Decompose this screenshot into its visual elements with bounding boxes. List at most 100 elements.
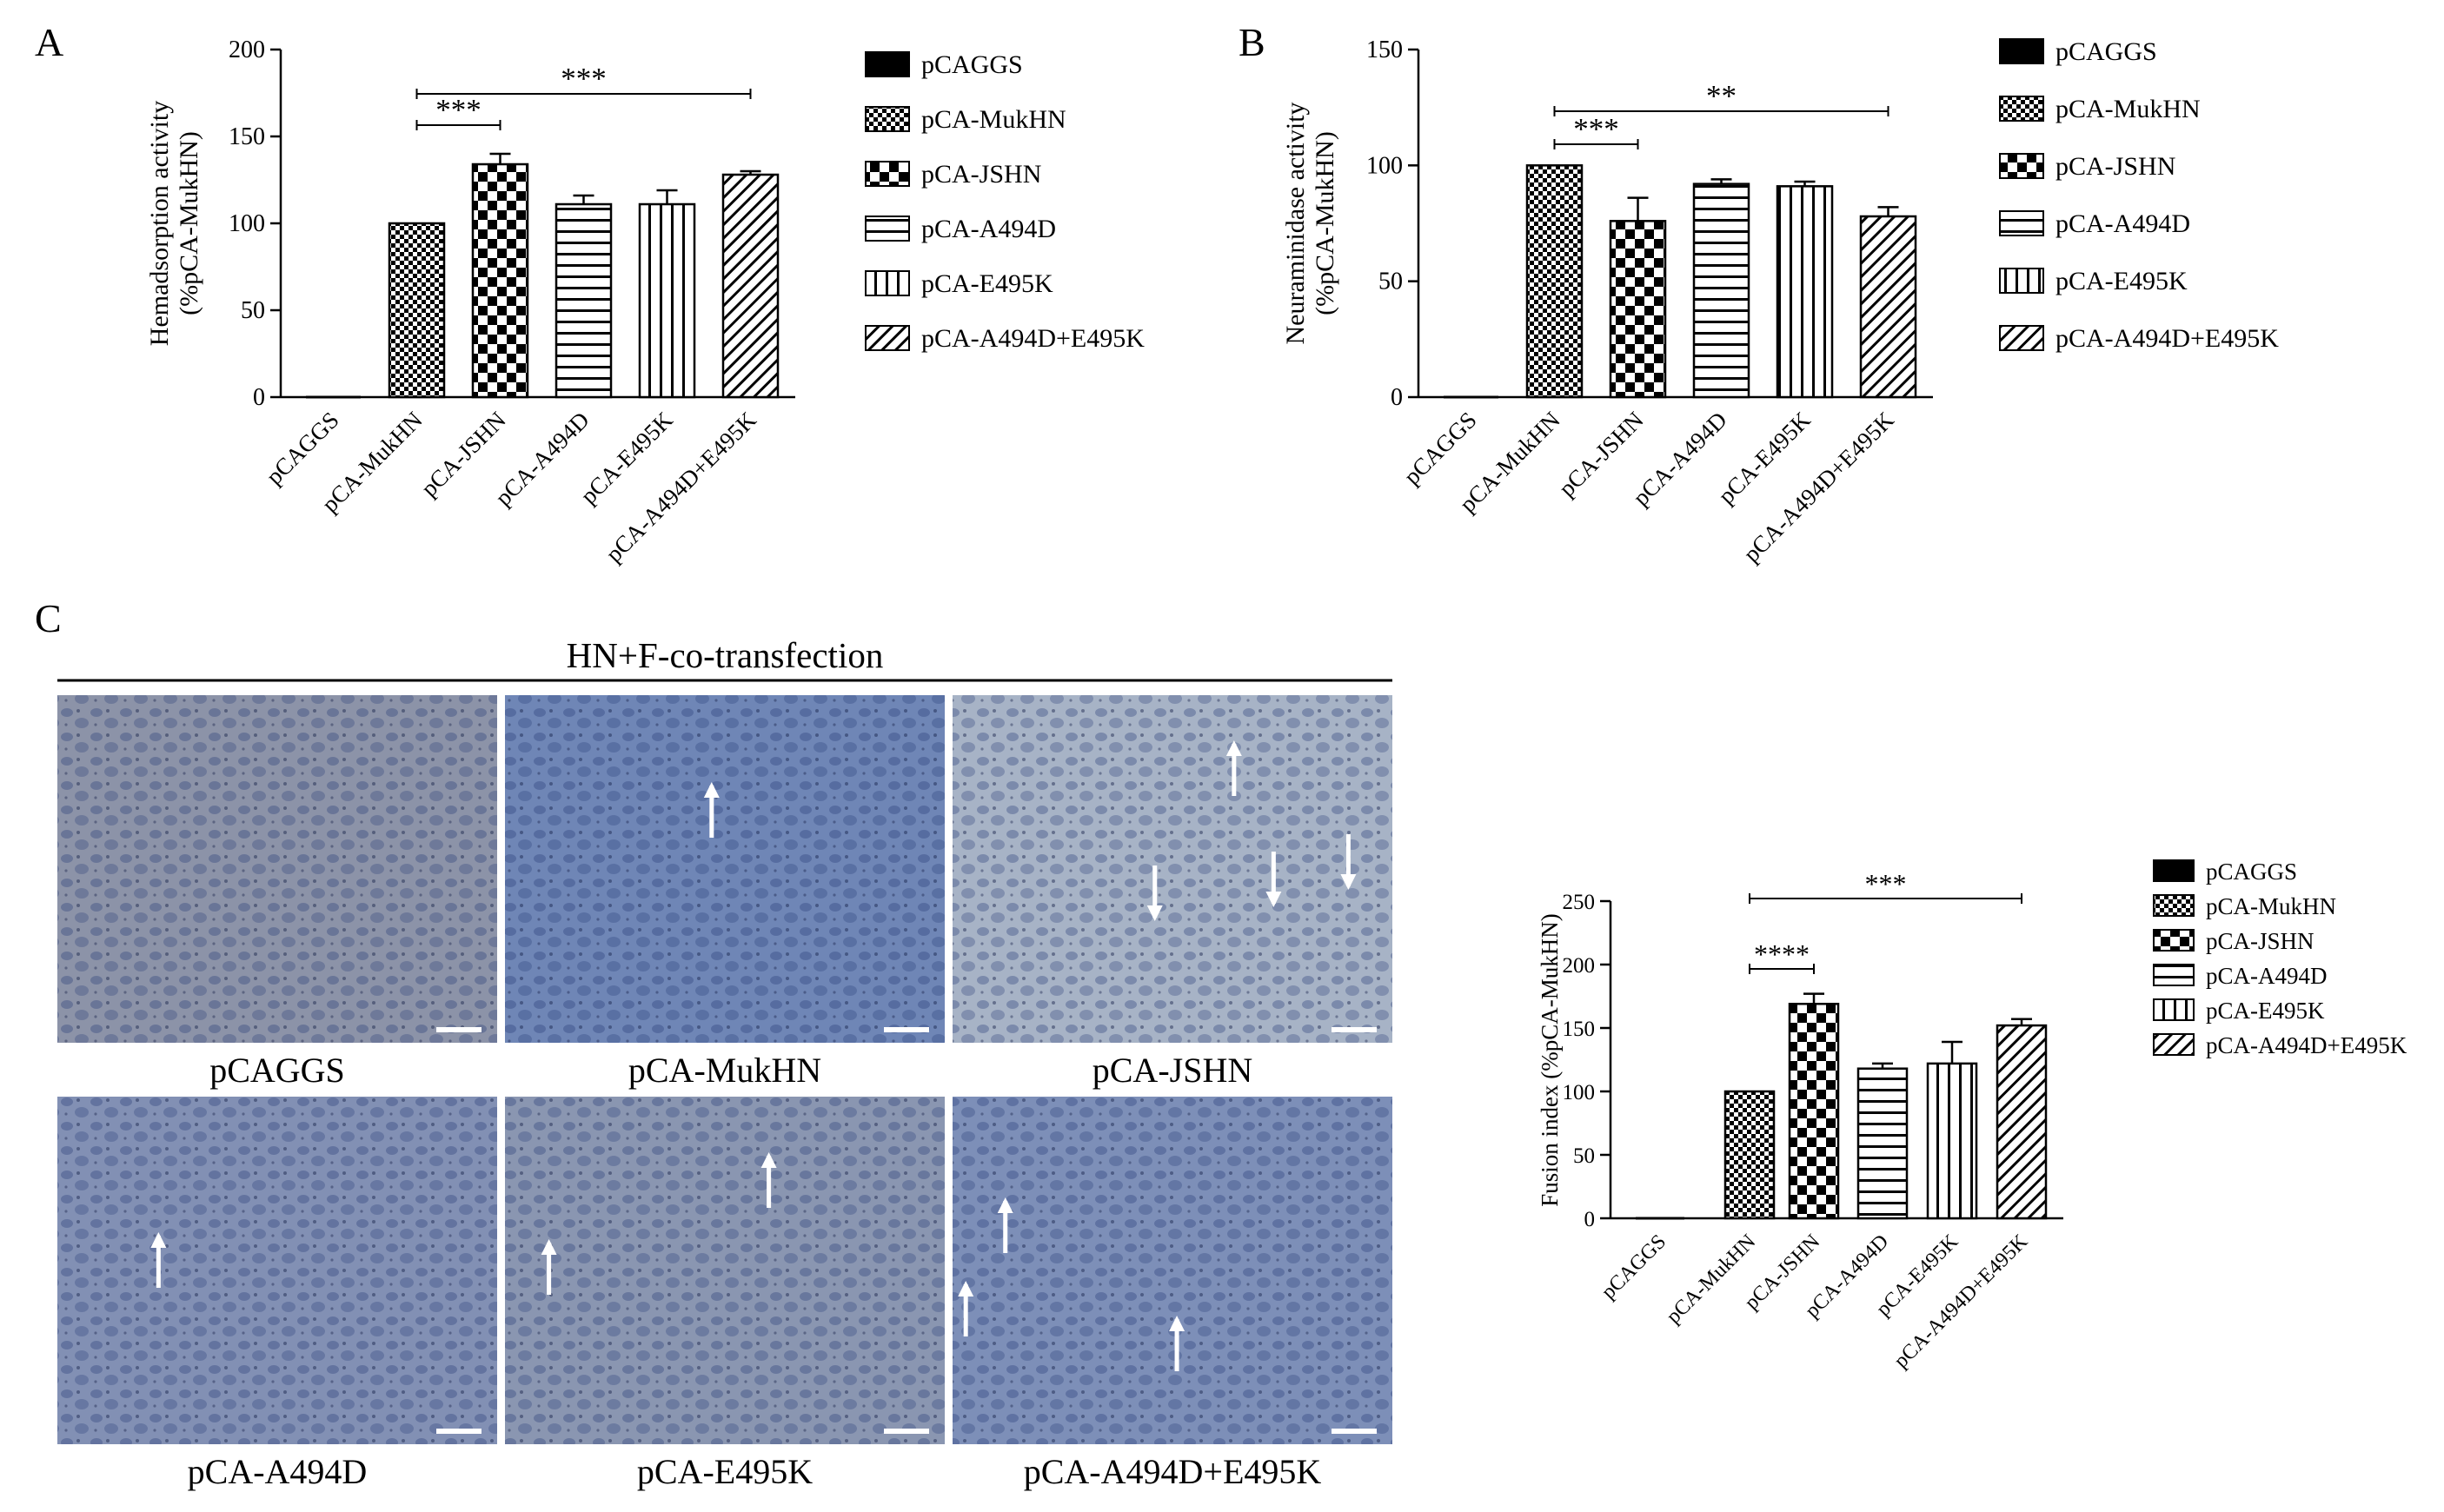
x-tick-label: pCA-A494D+E495K bbox=[1890, 1230, 2033, 1372]
panel-letter-a: A bbox=[35, 20, 64, 64]
bar bbox=[555, 202, 613, 399]
legend-label: pCA-MukHN bbox=[921, 105, 1066, 134]
arrow-head-icon bbox=[1169, 1316, 1185, 1331]
bar bbox=[1856, 1067, 1909, 1220]
micrograph-section-title: HN+F-co-transfection bbox=[566, 635, 884, 675]
legend-swatch bbox=[865, 161, 910, 187]
micrograph-label: pCAGGS bbox=[209, 1051, 345, 1090]
significance-label: *** bbox=[561, 62, 607, 96]
y-tick-label: 50 bbox=[1573, 1144, 1595, 1168]
arrow-head-icon bbox=[1340, 874, 1357, 890]
legend-swatch bbox=[2153, 964, 2195, 986]
y-tick-label: 0 bbox=[1391, 384, 1403, 411]
scale-bar bbox=[884, 1027, 929, 1032]
bar bbox=[1859, 215, 1917, 399]
micrograph-cell-texture bbox=[953, 1097, 1392, 1444]
legend-label: pCA-MukHN bbox=[2055, 95, 2201, 123]
bar bbox=[1996, 1024, 2048, 1220]
bar bbox=[471, 162, 529, 399]
bar bbox=[1788, 1003, 1840, 1220]
legend-swatch bbox=[1999, 153, 2044, 179]
arrow-head-icon bbox=[997, 1197, 1013, 1213]
y-tick-label: 0 bbox=[253, 384, 265, 411]
arrow-head-icon bbox=[1265, 892, 1282, 907]
y-axis-label-group: Hemadsorption activity (%pCA-MukHN) bbox=[145, 101, 203, 346]
micrograph-label: pCA-A494D bbox=[187, 1452, 368, 1491]
bar bbox=[388, 222, 446, 399]
legend-label: pCAGGS bbox=[921, 50, 1023, 79]
y-tick-label: 250 bbox=[1563, 891, 1596, 914]
legend-swatch bbox=[2153, 929, 2195, 952]
legend-swatch bbox=[2153, 998, 2195, 1021]
significance-label: **** bbox=[1754, 938, 1810, 970]
arrow-head-icon bbox=[541, 1239, 557, 1255]
legend-swatch bbox=[1999, 268, 2044, 294]
micrograph-label: pCA-MukHN bbox=[628, 1051, 822, 1090]
legend-swatch bbox=[865, 106, 910, 132]
x-tick-label: pCAGGS bbox=[1398, 407, 1481, 489]
x-tick-label: pCAGGS bbox=[1597, 1230, 1670, 1303]
legend-label: pCA-A494D+E495K bbox=[921, 324, 1145, 353]
y-tick-label: 150 bbox=[1563, 1018, 1596, 1041]
legend-label: pCA-E495K bbox=[2206, 998, 2325, 1024]
legend-swatch bbox=[2153, 894, 2195, 917]
y-tick-label: 50 bbox=[1378, 269, 1403, 295]
panel-letter-c: C bbox=[35, 596, 62, 640]
significance-label: *** bbox=[435, 93, 481, 127]
bar bbox=[1776, 185, 1834, 399]
y-tick-label: 50 bbox=[241, 297, 265, 324]
legend-label: pCA-A494D+E495K bbox=[2206, 1032, 2407, 1058]
micrograph-cell-texture bbox=[505, 695, 945, 1043]
legend-swatch bbox=[865, 270, 910, 296]
significance-label: *** bbox=[1573, 112, 1619, 146]
significance-label: ** bbox=[1706, 79, 1737, 113]
legend-label: pCA-A494D bbox=[2055, 209, 2190, 238]
bar bbox=[638, 202, 696, 399]
legend-label: pCA-A494D bbox=[2206, 963, 2328, 989]
arrow-head-icon bbox=[150, 1232, 167, 1248]
legend-swatch bbox=[1999, 38, 2044, 64]
legend-label: pCA-JSHN bbox=[921, 160, 1041, 189]
arrow-head-icon bbox=[1225, 740, 1242, 756]
micrograph-cell-texture bbox=[953, 695, 1392, 1043]
significance-label: *** bbox=[1865, 868, 1907, 899]
legend-label: pCA-A494D+E495K bbox=[2055, 324, 2279, 353]
y-tick-label: 150 bbox=[229, 123, 265, 150]
y-tick-label: 200 bbox=[229, 36, 265, 63]
legend-swatch bbox=[865, 216, 910, 242]
legend-swatch bbox=[1999, 210, 2044, 236]
legend-label: pCA-A494D bbox=[921, 215, 1056, 243]
scale-bar bbox=[436, 1429, 481, 1434]
panel-letter-b: B bbox=[1239, 20, 1265, 64]
micrograph-label: pCA-A494D+E495K bbox=[1023, 1452, 1322, 1491]
x-tick-label: pCAGGS bbox=[261, 407, 343, 489]
arrow-head-icon bbox=[958, 1281, 974, 1296]
y-axis-label-group: Neuraminidase activity (%pCA-MukHN) bbox=[1281, 102, 1339, 344]
scale-bar bbox=[884, 1429, 929, 1434]
legend-swatch bbox=[1999, 96, 2044, 122]
legend-label: pCAGGS bbox=[2055, 37, 2157, 66]
bar bbox=[1926, 1062, 1978, 1220]
bar bbox=[1692, 182, 1750, 399]
x-tick-label: pCA-A494D+E495K bbox=[601, 407, 761, 567]
y-axis-label: Hemadsorption activity bbox=[145, 101, 174, 346]
y-tick-label: 100 bbox=[1366, 152, 1403, 179]
x-tick-label: pCA-A494D+E495K bbox=[1738, 407, 1899, 567]
y-tick-label: 200 bbox=[1563, 954, 1596, 978]
y-tick-label: 0 bbox=[1584, 1208, 1596, 1231]
micrograph-cell-texture bbox=[57, 695, 497, 1043]
bar bbox=[721, 173, 780, 399]
legend-swatch bbox=[2153, 859, 2195, 882]
legend-swatch bbox=[2153, 1033, 2195, 1056]
bar bbox=[1525, 164, 1584, 399]
legend-label: pCA-MukHN bbox=[2206, 893, 2336, 919]
y-axis-label: Neuraminidase activity bbox=[1281, 102, 1310, 344]
legend-label: pCA-E495K bbox=[2055, 267, 2188, 295]
bar bbox=[1609, 220, 1667, 399]
micrograph-label: pCA-E495K bbox=[636, 1452, 814, 1491]
arrow-head-icon bbox=[760, 1152, 777, 1168]
legend-swatch bbox=[865, 325, 910, 351]
bar bbox=[1723, 1090, 1776, 1220]
y-tick-label: 100 bbox=[1563, 1081, 1596, 1104]
